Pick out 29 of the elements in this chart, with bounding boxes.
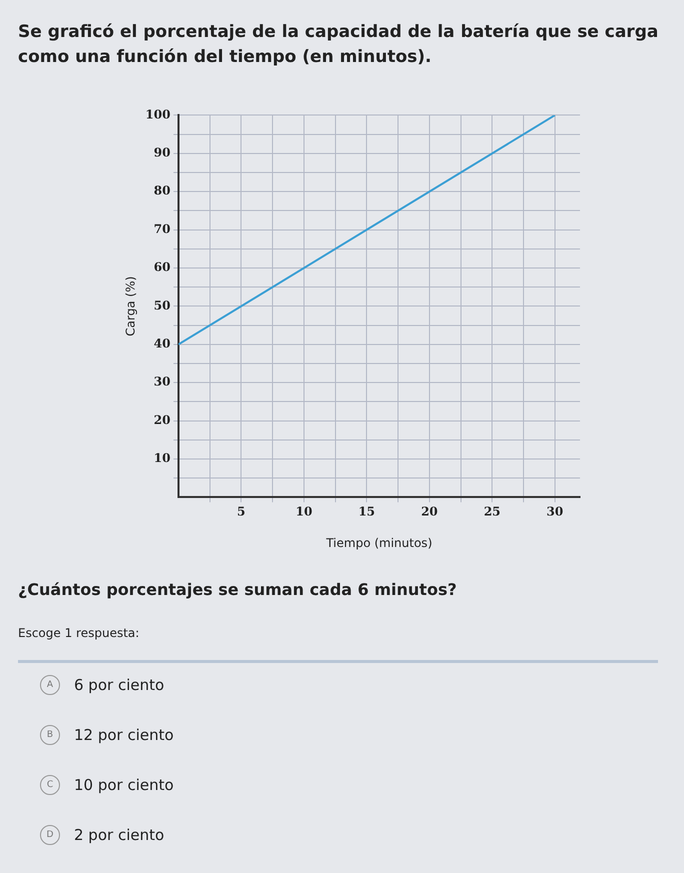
- text: D: [40, 825, 60, 845]
- y-tick-label: 20: [154, 412, 170, 427]
- x-tick-label: 25: [484, 504, 501, 519]
- chart-title: Se graficó el porcentaje de la capacidad de la batería que se carga como una función del tiempo (en minutos).: [18, 21, 660, 69]
- y-tick-label: 40: [154, 336, 170, 351]
- x-tick-label: 30: [546, 504, 564, 519]
- x-tick-label: 5: [237, 504, 246, 519]
- text: Escoge 1 respuesta:: [18, 626, 140, 640]
- y-axis-title: Carga (%): [123, 276, 138, 336]
- x-tick-label: 15: [358, 504, 376, 519]
- y-tick-label: 60: [154, 260, 170, 274]
- y-tick-label: 80: [154, 184, 170, 198]
- text: 12 por ciento: [74, 726, 174, 744]
- y-tick-label: 30: [154, 374, 170, 389]
- y-tick-label: 50: [154, 298, 170, 312]
- text: A: [40, 675, 60, 695]
- text: B: [40, 725, 60, 745]
- x-tick-label: 20: [421, 504, 438, 519]
- text: 10 por ciento: [74, 776, 174, 794]
- y-tick-label: 90: [154, 146, 170, 160]
- y-tick-label: 70: [154, 222, 170, 236]
- x-tick-label: 10: [296, 504, 312, 519]
- text: 6 por ciento: [74, 676, 164, 694]
- y-tick-label: 100: [145, 107, 170, 122]
- text: ¿Cuántos porcentajes se suman cada 6 minutos?: [18, 580, 457, 599]
- y-tick-label: 10: [154, 451, 170, 466]
- x-axis-title: Tiempo (minutos): [325, 536, 432, 550]
- text: 2 por ciento: [74, 826, 164, 844]
- text: C: [40, 775, 60, 795]
